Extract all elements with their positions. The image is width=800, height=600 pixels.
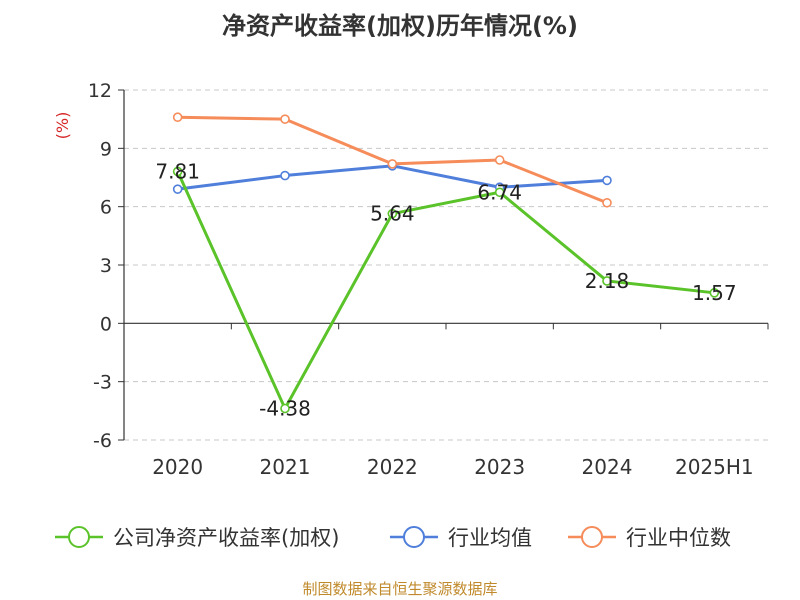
chart-title: 净资产收益率(加权)历年情况(%)	[222, 12, 578, 40]
legend-swatch-marker	[403, 526, 425, 548]
data-labels: 7.81 -4.38 5.64 6.74 2.18 1.57	[155, 159, 736, 420]
data-point	[172, 166, 183, 177]
data-point	[602, 197, 612, 208]
legend-swatch-marker	[68, 526, 90, 548]
legend: 公司净资产收益率(加权) 行业均值 行业中位数	[55, 526, 731, 550]
data-point	[602, 175, 612, 186]
data-point	[494, 155, 505, 165]
data-point	[280, 170, 290, 181]
x-tick-label: 2024	[582, 455, 633, 479]
y-tick-label: 9	[100, 138, 112, 160]
data-point	[387, 159, 398, 169]
data-label: 1.57	[692, 281, 737, 305]
legend-label: 行业中位数	[626, 526, 731, 550]
x-tick-label: 2022	[367, 455, 418, 479]
x-tick-label: 2021	[260, 455, 311, 479]
y-tick-label: -3	[93, 372, 112, 394]
data-point	[172, 184, 183, 194]
x-tick-label: 2020	[152, 455, 203, 479]
y-tick-label: 6	[100, 197, 112, 219]
legend-swatch-marker	[581, 526, 603, 548]
data-label: -4.38	[259, 397, 311, 421]
data-point	[602, 276, 612, 286]
data-point	[172, 112, 183, 123]
series-line	[176, 170, 715, 410]
series-lines	[172, 112, 720, 414]
source-footer: 制图数据来自恒生聚源数据库	[302, 580, 498, 598]
legend-label: 公司净资产收益率(加权)	[113, 526, 339, 550]
data-point	[280, 114, 290, 124]
y-tick-label: 3	[100, 255, 112, 277]
data-label: 5.64	[370, 202, 415, 226]
data-point	[387, 208, 398, 219]
x-tick-label: 2025H1	[675, 455, 754, 479]
y-axis-label: (%)	[53, 112, 72, 140]
data-label: 7.81	[155, 159, 200, 183]
legend-label: 行业均值	[448, 526, 532, 550]
y-tick-label: 12	[88, 80, 112, 102]
data-label: 6.74	[477, 180, 522, 204]
y-tick-label: -6	[93, 430, 112, 452]
data-point	[280, 403, 290, 414]
axes: -6 -3 0 3 6 9 12 2020 2021 2022 2023 2024 2025H1 (%)	[53, 80, 769, 479]
data-label: 2.18	[585, 269, 630, 293]
data-point	[709, 288, 720, 298]
x-tick-label: 2023	[474, 455, 525, 479]
data-point	[494, 187, 505, 198]
y-tick-label: 0	[100, 313, 112, 335]
